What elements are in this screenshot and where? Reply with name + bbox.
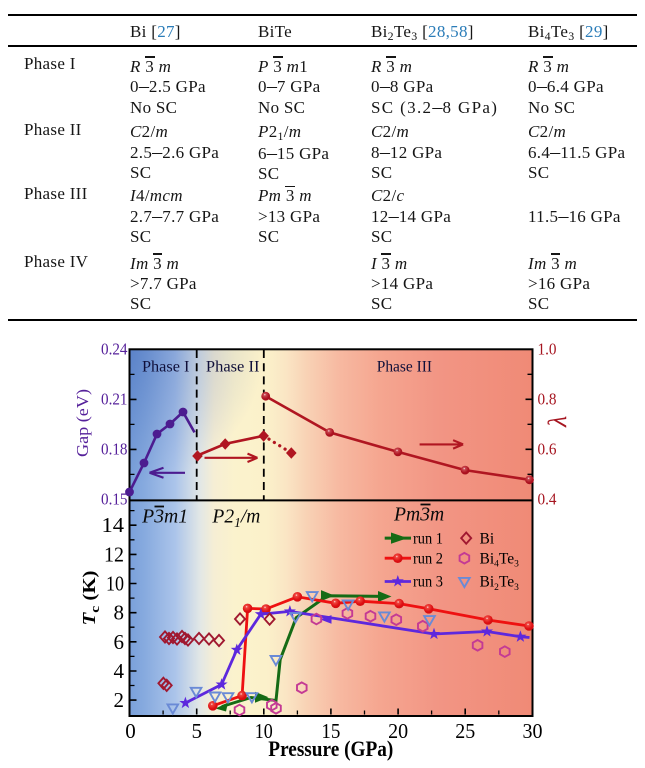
svg-text:P3m1: P3m1 bbox=[141, 506, 188, 527]
svg-text:Phase III: Phase III bbox=[377, 359, 432, 376]
svg-text:20: 20 bbox=[388, 719, 408, 743]
svg-text:Gap (eV): Gap (eV) bbox=[73, 389, 92, 457]
svg-text:0.8: 0.8 bbox=[538, 390, 557, 409]
svg-text:6: 6 bbox=[114, 630, 125, 654]
svg-text:Tc (K): Tc (K) bbox=[79, 570, 102, 625]
svg-text:12: 12 bbox=[104, 542, 124, 566]
svg-text:λ: λ bbox=[543, 416, 572, 428]
svg-text:10: 10 bbox=[255, 719, 273, 743]
svg-text:2: 2 bbox=[114, 688, 125, 712]
svg-text:0.18: 0.18 bbox=[101, 440, 128, 459]
svg-text:10: 10 bbox=[106, 572, 124, 596]
svg-text:Bi4Te3: Bi4Te3 bbox=[480, 550, 520, 569]
svg-text:30: 30 bbox=[523, 719, 543, 743]
svg-text:8: 8 bbox=[114, 601, 125, 625]
svg-text:Bi: Bi bbox=[480, 530, 495, 547]
svg-text:0.4: 0.4 bbox=[538, 490, 557, 509]
svg-text:Pm3m: Pm3m bbox=[393, 504, 444, 525]
svg-text:0.6: 0.6 bbox=[538, 440, 557, 459]
svg-text:Phase II: Phase II bbox=[206, 359, 260, 376]
svg-text:run 2: run 2 bbox=[413, 550, 443, 567]
svg-text:25: 25 bbox=[455, 719, 475, 743]
svg-text:4: 4 bbox=[114, 659, 125, 683]
svg-text:P21/m: P21/m bbox=[211, 506, 260, 530]
svg-text:1.0: 1.0 bbox=[538, 340, 557, 359]
svg-text:Bi2Te3: Bi2Te3 bbox=[480, 574, 520, 593]
svg-text:0: 0 bbox=[125, 719, 136, 743]
svg-text:0.15: 0.15 bbox=[101, 490, 128, 509]
svg-text:0.24: 0.24 bbox=[101, 340, 128, 359]
svg-text:14: 14 bbox=[102, 513, 125, 537]
svg-text:15: 15 bbox=[321, 719, 340, 743]
svg-text:0.21: 0.21 bbox=[101, 390, 128, 409]
svg-text:run 1: run 1 bbox=[413, 530, 443, 547]
svg-text:run 3: run 3 bbox=[413, 574, 443, 591]
svg-text:Pressure (GPa): Pressure (GPa) bbox=[268, 736, 393, 761]
svg-text:5: 5 bbox=[191, 719, 202, 743]
svg-text:Phase I: Phase I bbox=[142, 359, 189, 376]
